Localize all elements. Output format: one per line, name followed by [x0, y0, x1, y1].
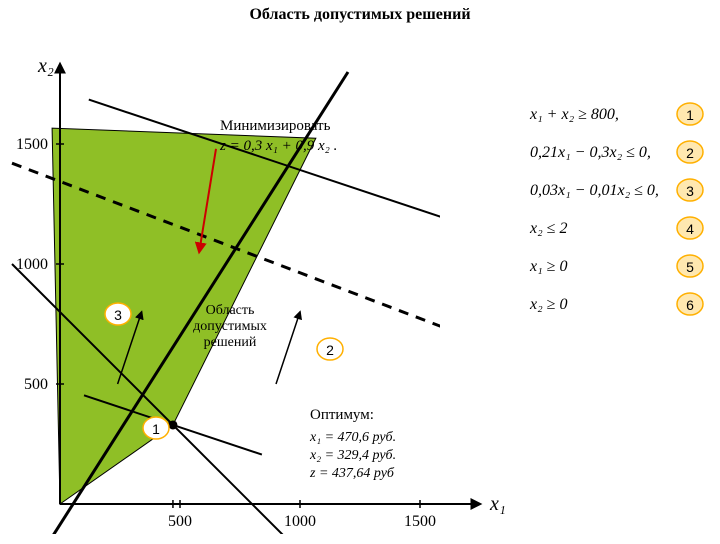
constraint-badge-number: 6	[686, 297, 694, 313]
line-badge-number: 2	[326, 342, 334, 358]
x-tick-label: 1500	[404, 513, 436, 530]
constraint-badge-number: 1	[686, 107, 694, 123]
constraint-text: 0,21x₁ − 0,3x₂ ≤ 0,	[530, 144, 651, 161]
constraint-text: x₁ + x₂ ≥ 800,	[529, 106, 619, 123]
diagram-svg: 500 1000 1500 500 1000 1500 x₁ x₂ Минимизировать…	[0, 24, 720, 544]
constraint-text: x₂ ≤ 2	[529, 220, 567, 237]
optimum-label: Оптимум:	[310, 407, 374, 423]
y-tick-label: 1500	[16, 136, 48, 153]
constraint-badge-number: 3	[686, 183, 694, 199]
region-text: решений	[204, 335, 257, 350]
line-badge-number: 3	[114, 307, 122, 323]
x-tick-label: 1000	[284, 513, 316, 530]
region-text: допустимых	[193, 319, 267, 334]
constraint-text: 0,03x₁ − 0,01x₂ ≤ 0,	[530, 182, 659, 199]
optimum-value: z = 437,64 руб	[309, 466, 395, 481]
y-tick-label: 500	[24, 376, 48, 393]
constraint-text: x₁ ≥ 0	[529, 258, 567, 275]
x-tick-label: 500	[168, 513, 192, 530]
region-text: Область	[206, 303, 255, 318]
line-badge-number: 1	[152, 421, 160, 437]
optimum-value: x₂ = 329,4 руб.	[309, 448, 396, 463]
optimum-point	[168, 420, 177, 429]
constraint-badge-number: 5	[686, 259, 694, 275]
minimize-formula: z = 0,3 x₁ + 0,9 x₂ .	[219, 138, 337, 154]
optimum-value: x₁ = 470,6 руб.	[309, 430, 396, 445]
region-arrow-right	[276, 312, 300, 384]
y-axis-label: x₂	[37, 55, 54, 77]
constraint-text: x₂ ≥ 0	[529, 296, 567, 313]
page-title: Область допустимых решений	[0, 0, 720, 24]
minimize-label: Минимизировать	[220, 118, 331, 134]
y-tick-label: 1000	[16, 256, 48, 273]
constraint-badge-number: 2	[686, 145, 694, 161]
x-axis-label: x₁	[489, 493, 506, 515]
constraint-badge-number: 4	[686, 221, 694, 237]
